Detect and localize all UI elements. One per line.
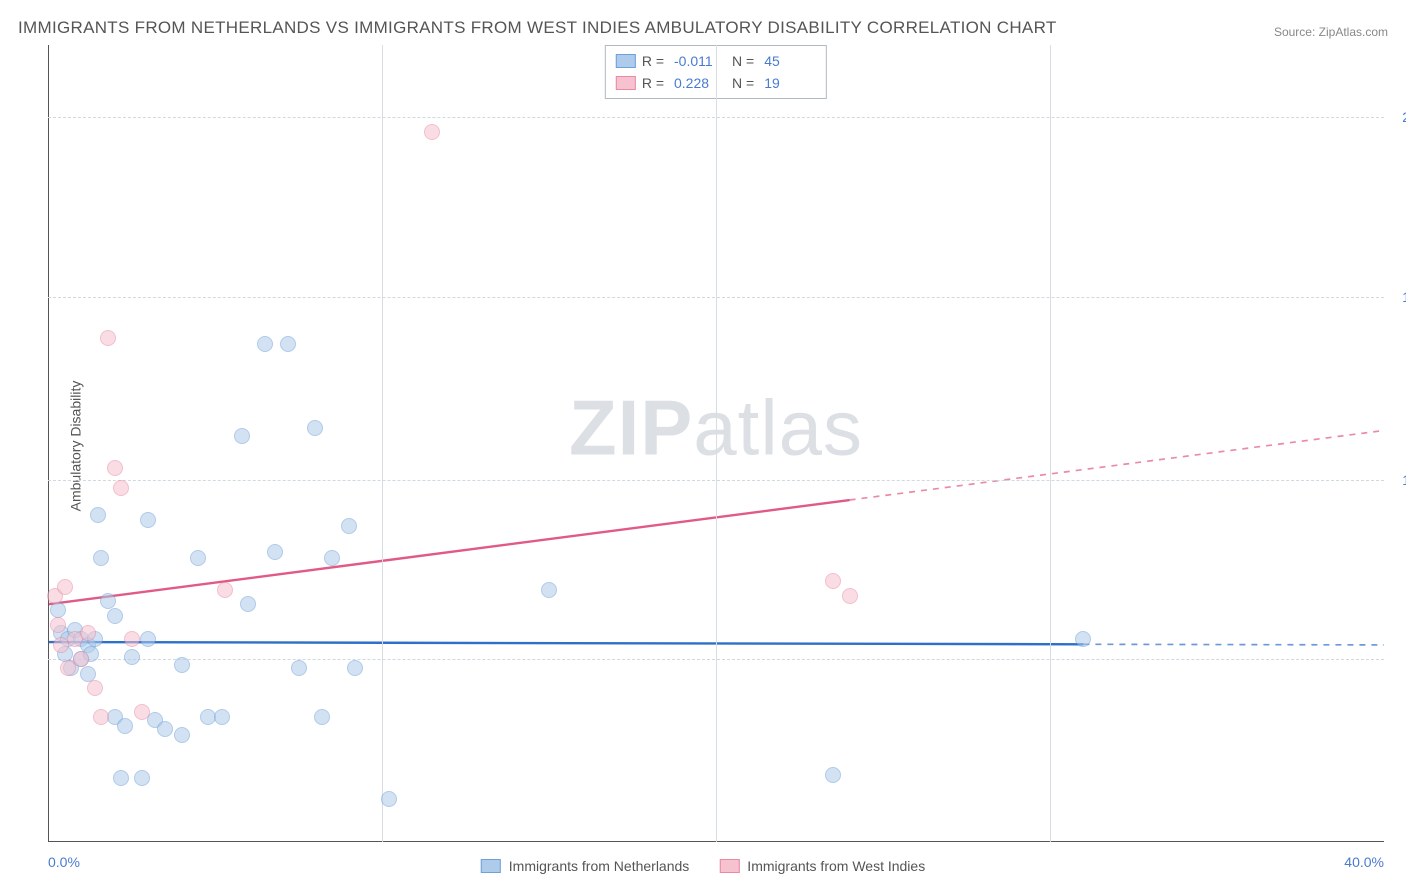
bottom-legend: Immigrants from Netherlands Immigrants f… bbox=[481, 858, 925, 874]
data-point bbox=[117, 718, 133, 734]
bottom-legend-label-0: Immigrants from Netherlands bbox=[509, 858, 690, 874]
data-point bbox=[214, 709, 230, 725]
data-point bbox=[124, 631, 140, 647]
data-point bbox=[314, 709, 330, 725]
x-tick-label: 40.0% bbox=[1344, 854, 1384, 870]
data-point bbox=[124, 649, 140, 665]
chart-title: IMMIGRANTS FROM NETHERLANDS VS IMMIGRANT… bbox=[18, 18, 1057, 38]
legend-n-label: N = bbox=[732, 50, 754, 72]
data-point bbox=[90, 507, 106, 523]
data-point bbox=[257, 336, 273, 352]
gridline-v bbox=[382, 45, 383, 842]
legend-swatch-1 bbox=[616, 76, 636, 90]
data-point bbox=[190, 550, 206, 566]
data-point bbox=[57, 579, 73, 595]
data-point bbox=[93, 550, 109, 566]
data-point bbox=[140, 512, 156, 528]
legend-r-value-1: 0.228 bbox=[674, 72, 726, 94]
data-point bbox=[134, 770, 150, 786]
legend-n-label: N = bbox=[732, 72, 754, 94]
bottom-legend-item-0: Immigrants from Netherlands bbox=[481, 858, 690, 874]
source-label: Source: ZipAtlas.com bbox=[1274, 25, 1388, 39]
data-point bbox=[174, 657, 190, 673]
data-point bbox=[107, 608, 123, 624]
gridline-v bbox=[716, 45, 717, 842]
data-point bbox=[381, 791, 397, 807]
watermark-rest: atlas bbox=[693, 383, 863, 471]
data-point bbox=[842, 588, 858, 604]
data-point bbox=[341, 518, 357, 534]
watermark-bold: ZIP bbox=[569, 383, 693, 471]
gridline-v bbox=[1050, 45, 1051, 842]
data-point bbox=[825, 573, 841, 589]
data-point bbox=[73, 651, 89, 667]
chart-container: IMMIGRANTS FROM NETHERLANDS VS IMMIGRANT… bbox=[0, 0, 1406, 892]
data-point bbox=[280, 336, 296, 352]
data-point bbox=[80, 625, 96, 641]
data-point bbox=[93, 709, 109, 725]
legend-n-value-0: 45 bbox=[764, 50, 816, 72]
data-point bbox=[291, 660, 307, 676]
legend-r-label: R = bbox=[642, 50, 664, 72]
data-point bbox=[157, 721, 173, 737]
data-point bbox=[217, 582, 233, 598]
data-point bbox=[347, 660, 363, 676]
bottom-legend-swatch-0 bbox=[481, 859, 501, 873]
y-axis-line bbox=[48, 45, 49, 842]
data-point bbox=[174, 727, 190, 743]
x-tick-label: 0.0% bbox=[48, 854, 80, 870]
data-point bbox=[134, 704, 150, 720]
bottom-legend-swatch-1 bbox=[719, 859, 739, 873]
y-tick-label: 12.5% bbox=[1392, 472, 1406, 488]
data-point bbox=[240, 596, 256, 612]
data-point bbox=[113, 770, 129, 786]
y-tick-label: 25.0% bbox=[1392, 109, 1406, 125]
data-point bbox=[107, 460, 123, 476]
data-point bbox=[234, 428, 250, 444]
data-point bbox=[307, 420, 323, 436]
legend-r-label: R = bbox=[642, 72, 664, 94]
data-point bbox=[140, 631, 156, 647]
bottom-legend-item-1: Immigrants from West Indies bbox=[719, 858, 925, 874]
data-point bbox=[113, 480, 129, 496]
data-point bbox=[1075, 631, 1091, 647]
data-point bbox=[424, 124, 440, 140]
plot-area: ZIPatlas R = -0.011 N = 45 R = 0.228 N =… bbox=[48, 45, 1384, 842]
data-point bbox=[825, 767, 841, 783]
bottom-legend-label-1: Immigrants from West Indies bbox=[747, 858, 925, 874]
y-tick-label: 18.8% bbox=[1392, 289, 1406, 305]
y-tick-label: 6.3% bbox=[1392, 651, 1406, 667]
legend-swatch-0 bbox=[616, 54, 636, 68]
data-point bbox=[50, 617, 66, 633]
legend-n-value-1: 19 bbox=[764, 72, 816, 94]
data-point bbox=[87, 680, 103, 696]
data-point bbox=[100, 330, 116, 346]
legend-r-value-0: -0.011 bbox=[674, 50, 726, 72]
data-point bbox=[324, 550, 340, 566]
data-point bbox=[267, 544, 283, 560]
data-point bbox=[541, 582, 557, 598]
